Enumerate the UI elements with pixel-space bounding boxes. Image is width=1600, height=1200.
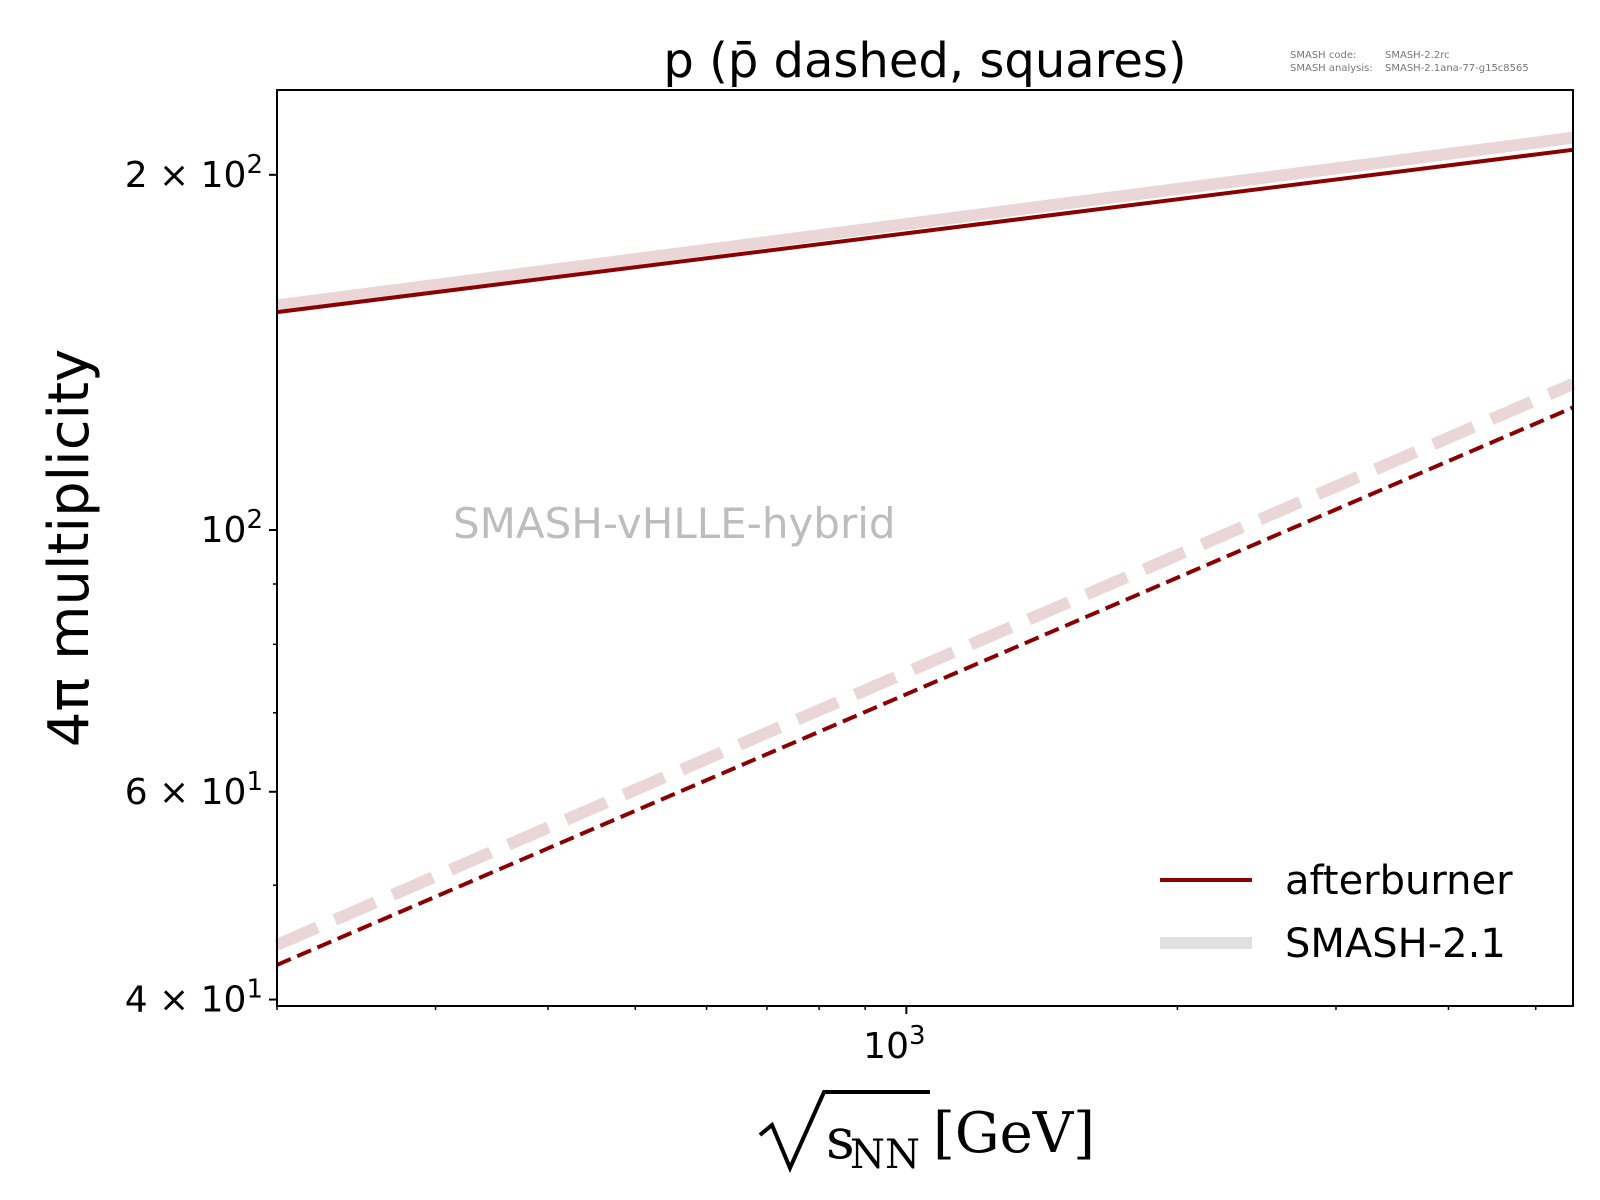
x-axis-label: s NN [GeV] xyxy=(758,1090,1095,1178)
meta-code-key: SMASH code: xyxy=(1290,50,1356,61)
y-tick-label: 2 × 102 xyxy=(125,150,263,196)
y-tick-label: 102 xyxy=(201,505,263,551)
x-axis-label-radicand-sub: NN xyxy=(850,1132,920,1178)
y-tick-label: 4 × 101 xyxy=(125,975,263,1021)
y-axis-label-text: 4π multiplicity xyxy=(37,349,102,747)
x-axis-label-unit: [GeV] xyxy=(933,1101,1095,1166)
meta-code-value: SMASH-2.2rc xyxy=(1385,50,1450,61)
plot-frame xyxy=(276,89,1574,1007)
series-line-afterburner-proton xyxy=(276,147,1574,315)
legend: afterburner SMASH-2.1 xyxy=(1160,858,1513,967)
x-tick-label: 103 xyxy=(863,1021,925,1067)
watermark-label: SMASH-vHLLE-hybrid xyxy=(453,499,896,548)
series-line-smash-proton xyxy=(276,131,1574,312)
series-layer xyxy=(274,131,1576,967)
x-axis-label-radicand: s xyxy=(826,1107,855,1172)
meta-analysis-key: SMASH analysis: xyxy=(1290,63,1373,74)
ticks-layer: 4 × 101 6 × 101 102 2 × 102 103 xyxy=(125,150,1537,1067)
plot-background xyxy=(277,90,1573,1006)
legend-label-smash: SMASH-2.1 xyxy=(1285,921,1506,967)
y-tick-label: 6 × 101 xyxy=(125,767,263,813)
chart-title: p (p̄ dashed, squares) xyxy=(663,33,1186,89)
sqrt-sign xyxy=(758,1090,930,1174)
meta-analysis-value: SMASH-2.1ana-77-g15c8565 xyxy=(1385,63,1529,74)
series-line-smash-antiproton xyxy=(274,378,1576,951)
y-axis-label: 4π multiplicity xyxy=(37,349,102,747)
series-line-afterburner-antiproton xyxy=(276,405,1574,967)
legend-label-afterburner: afterburner xyxy=(1285,858,1513,904)
